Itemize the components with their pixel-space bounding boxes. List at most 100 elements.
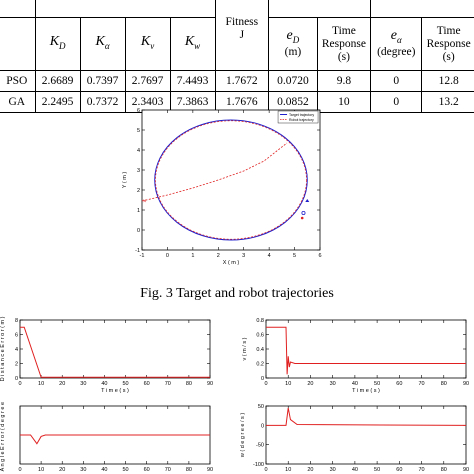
y-tick-label: 4 xyxy=(15,347,18,353)
y-tick-label: 4 xyxy=(137,148,140,154)
table-sub-header-row: KD Kα Kv Kw eD (m) Time Response (s) eα … xyxy=(0,17,474,71)
x-tick-label: 10 xyxy=(38,381,44,387)
ka-header: Kα xyxy=(79,17,126,71)
x-tick-label: 4 xyxy=(268,253,271,259)
kd-header: KD xyxy=(34,17,81,71)
angle-header-cell xyxy=(370,0,474,18)
x-tick-label: 20 xyxy=(59,467,65,473)
distance-error-chart: 0 10 20 30 40 50 60 70 80 90 0 2 4 6 8 T i m e ( s ) D i… xyxy=(0,316,213,394)
x-tick-label: 90 xyxy=(463,381,469,387)
y-tick-label: 0 xyxy=(261,376,264,382)
x-tick-label: 90 xyxy=(207,467,213,473)
angular-velocity-chart: 0 10 20 30 40 50 60 70 80 90 -100 -50 0 50 w ( d e g r… xyxy=(240,404,469,473)
x-tick-label: 40 xyxy=(101,381,107,387)
legend-label-robot: Robot trajectory xyxy=(289,118,314,122)
results-table: Fitness J KD Kα Kv Kw eD (m) Time Respon… xyxy=(0,0,474,113)
table-cell: 1.7676 xyxy=(214,91,270,113)
x-tick-label: 40 xyxy=(352,381,358,387)
x-tick-label: 0 xyxy=(18,467,21,473)
x-tick-label: 70 xyxy=(418,467,424,473)
table-cell: 0 xyxy=(370,91,423,113)
trajectory-chart: -1 0 1 2 3 4 5 6 -1 0 1 2 3 4 5 6 X ( m ) Y ( m ) × Target … xyxy=(122,108,322,266)
velocity-chart: 0 10 20 30 40 50 60 70 80 90 0 0.2 0.4 0.6 0.8 T i m e … xyxy=(242,318,469,394)
plot-frame xyxy=(141,109,321,251)
x-tick-label: 2 xyxy=(217,253,220,259)
x-tick-label: 20 xyxy=(59,381,65,387)
figure-caption: Fig. 3 Target and robot trajectories xyxy=(140,286,334,301)
table-cell: 0.7397 xyxy=(79,70,126,92)
y-tick-label: 0 xyxy=(137,228,140,234)
gains-header-cell xyxy=(34,0,216,18)
x-tick-label: 90 xyxy=(463,467,469,473)
y-tick-label: -50 xyxy=(256,443,264,449)
x-tick-label: 60 xyxy=(144,381,150,387)
x-tick-label: 50 xyxy=(374,467,380,473)
x-tick-label: 0 xyxy=(264,381,267,387)
y-tick-label: 0.2 xyxy=(256,362,264,368)
y-tick-label: 0.4 xyxy=(256,347,264,353)
y-tick-label: 2 xyxy=(137,188,140,194)
x-tick-label: 70 xyxy=(418,381,424,387)
kv-header: Kv xyxy=(124,17,171,71)
fitness-header: Fitness xyxy=(225,15,259,28)
x-tick-label: 70 xyxy=(165,381,171,387)
x-tick-label: 80 xyxy=(186,467,192,473)
target-marker xyxy=(305,199,310,202)
y-tick-label: 0 xyxy=(261,423,264,429)
y-tick-label: 6 xyxy=(137,108,140,114)
table-cell: 10 xyxy=(316,91,372,113)
y-axis-label: Y ( m ) xyxy=(122,172,128,189)
x-tick-label: 90 xyxy=(207,381,213,387)
table-cell: 13.2 xyxy=(421,91,474,113)
row-name: PSO xyxy=(0,70,36,92)
table-cell: 2.6689 xyxy=(34,70,81,92)
table-cell: 7.3863 xyxy=(169,91,216,113)
x-tick-label: 30 xyxy=(80,381,86,387)
series-line xyxy=(20,434,210,445)
y-tick-label: 50 xyxy=(258,404,264,410)
table-corner-cell xyxy=(0,0,36,18)
y-tick-label: 5 xyxy=(137,128,140,134)
table-corner-cell-2 xyxy=(0,17,36,71)
x-tick-label: 70 xyxy=(165,467,171,473)
series-line xyxy=(266,326,466,375)
x-tick-label: 10 xyxy=(285,467,291,473)
x-tick-label: 60 xyxy=(396,381,402,387)
robot-trajectory-line xyxy=(141,142,288,202)
x-tick-label: 80 xyxy=(441,381,447,387)
table-cell: 9.8 xyxy=(316,70,372,92)
table-cell: 2.2495 xyxy=(34,91,81,113)
y-tick-label: 2 xyxy=(15,362,18,368)
y-tick-label: 8 xyxy=(15,318,18,324)
ea-header: eα (degree) xyxy=(370,17,423,71)
x-tick-label: 50 xyxy=(374,381,380,387)
series-line xyxy=(20,326,210,378)
angle-error-chart: 0 10 20 30 40 50 60 70 80 90 A n g l e E r r o r (… xyxy=(0,402,213,473)
legend-label-target: Target trajectory xyxy=(289,113,314,117)
plot-frame xyxy=(265,405,467,465)
plot-frame xyxy=(19,319,211,379)
y-tick-label: 3 xyxy=(137,168,140,174)
y-axis-label: A n g l e E r r o r ( d e g r e e ) xyxy=(0,402,6,471)
kw-header: Kw xyxy=(169,17,216,71)
table-cell: 0.7372 xyxy=(79,91,126,113)
table-cell: 2.7697 xyxy=(124,70,171,92)
x-tick-label: 10 xyxy=(38,467,44,473)
x-tick-label: 3 xyxy=(242,253,245,259)
x-tick-label: 40 xyxy=(352,467,358,473)
y-tick-label: -100 xyxy=(253,462,264,468)
x-tick-label: 0 xyxy=(264,467,267,473)
x-tick-label: 1 xyxy=(191,253,194,259)
target-end-marker xyxy=(301,211,306,216)
time-response-header-2: Time Response (s) xyxy=(421,17,474,71)
table-cell: 0 xyxy=(370,70,423,92)
x-tick-label: 20 xyxy=(307,467,313,473)
x-tick-label: 50 xyxy=(122,467,128,473)
row-name: GA xyxy=(0,91,36,113)
x-tick-label: 50 xyxy=(122,381,128,387)
x-tick-label: 20 xyxy=(307,381,313,387)
table-cell: 12.8 xyxy=(421,70,474,92)
x-tick-label: 0 xyxy=(18,381,21,387)
x-tick-label: 30 xyxy=(330,467,336,473)
table-cell: 0.0720 xyxy=(268,70,318,92)
